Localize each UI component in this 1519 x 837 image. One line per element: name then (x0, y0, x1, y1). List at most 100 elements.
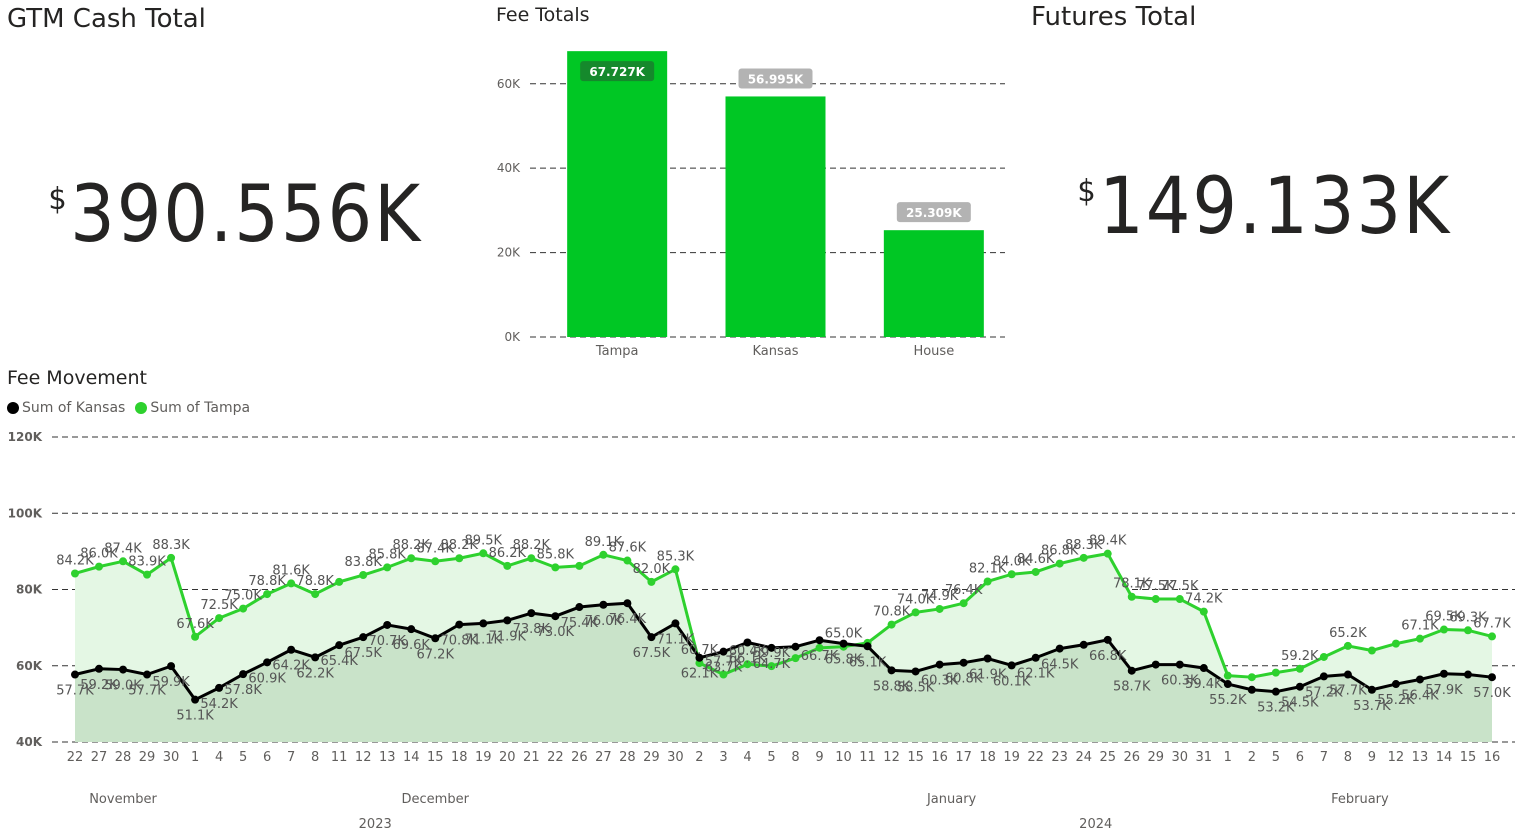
sum-of-tampa-data-label: 89.4K (1089, 534, 1127, 549)
sum-of-tampa-data-label: 88.3K (1065, 538, 1103, 553)
line-x-tick-label: 15 (427, 750, 444, 765)
sum-of-tampa-data-label: 78.8K (248, 574, 286, 589)
sum-of-kansas-data-label: 60.3K (921, 674, 959, 689)
sum-of-kansas-point (767, 643, 776, 652)
sum-of-tampa-point (1488, 632, 1496, 641)
line-x-tick-label: 3 (719, 750, 727, 765)
line-x-tick-label: 11 (331, 750, 348, 765)
bar-y-tick-label: 40K (497, 161, 521, 175)
sum-of-kansas-point (215, 683, 224, 692)
gtm-cash-value: 390.556K (70, 170, 423, 260)
sum-of-tampa-data-label: 60.4K (729, 644, 767, 659)
sum-of-tampa-point (527, 554, 536, 563)
sum-of-kansas-data-label: 53.2K (1257, 701, 1295, 716)
sum-of-tampa-point (1007, 570, 1016, 579)
line-x-tick-label: 22 (1027, 750, 1044, 765)
sum-of-tampa-point (1367, 646, 1376, 655)
sum-of-kansas-data-label: 55.2K (1377, 693, 1415, 708)
sum-of-kansas-point (503, 616, 512, 625)
sum-of-tampa-data-label: 75.0K (224, 589, 262, 604)
gtm-cash-kpi: $390.556K (48, 170, 422, 260)
kansas-area (75, 603, 1492, 742)
line-x-tick-label: 28 (115, 750, 132, 765)
sum-of-kansas-data-label: 61.9K (969, 668, 1007, 683)
line-x-tick-label: 8 (791, 750, 799, 765)
sum-of-kansas-data-label: 57.0K (1473, 686, 1511, 701)
line-x-tick-label: 17 (955, 750, 972, 765)
line-x-tick-label: 29 (643, 750, 660, 765)
sum-of-tampa-point (1295, 664, 1304, 673)
sum-of-tampa-point (599, 550, 608, 559)
sum-of-kansas-data-label: 57.7K (128, 684, 166, 699)
sum-of-kansas-point (695, 653, 704, 662)
sum-of-kansas-point (167, 662, 176, 671)
sum-of-tampa-data-label: 83.8K (344, 555, 382, 570)
sum-of-kansas-data-label: 71.1K (465, 632, 503, 647)
line-x-tick-label: 6 (263, 750, 271, 765)
line-x-tick-label: 20 (499, 750, 516, 765)
sum-of-tampa-data-label: 88.2K (513, 538, 551, 553)
line-x-tick-label: 15 (907, 750, 924, 765)
legend-kansas-label: Sum of Kansas (22, 400, 126, 416)
line-x-tick-label: 14 (403, 750, 420, 765)
sum-of-tampa-data-label: 86.2K (489, 546, 527, 561)
sum-of-kansas-point (527, 609, 536, 618)
sum-of-tampa-point (767, 662, 776, 671)
legend-tampa[interactable]: Sum of Tampa (135, 400, 250, 416)
sum-of-kansas-data-label: 67.5K (633, 646, 671, 661)
sum-of-tampa-data-label: 74.0K (897, 592, 935, 607)
line-x-tick-label: 22 (547, 750, 564, 765)
bar-kansas (725, 96, 826, 337)
bar-data-label: 56.995K (748, 72, 804, 86)
sum-of-kansas-point (263, 658, 272, 667)
sum-of-kansas-point (1007, 661, 1016, 670)
sum-of-kansas-data-label: 53.7K (1353, 699, 1391, 714)
sum-of-tampa-point (887, 620, 896, 629)
sum-of-tampa-data-label: 82.0K (633, 562, 671, 577)
sum-of-kansas-data-label: 57.9K (1425, 683, 1463, 698)
sum-of-kansas-data-label: 73.0K (537, 625, 575, 640)
sum-of-kansas-point (431, 634, 440, 643)
line-x-tick-label: 24 (1075, 750, 1092, 765)
sum-of-kansas-point (887, 666, 896, 675)
sum-of-tampa-point (503, 561, 512, 570)
line-x-tick-label: 26 (1123, 750, 1140, 765)
line-year-label: 2023 (359, 817, 392, 832)
sum-of-kansas-point (791, 642, 800, 651)
line-x-tick-label: 5 (239, 750, 247, 765)
gtm-currency-symbol: $ (48, 182, 67, 217)
sum-of-tampa-point (743, 660, 752, 669)
bar-y-tick-label: 60K (497, 77, 521, 91)
sum-of-tampa-point (671, 565, 680, 574)
sum-of-kansas-data-label: 55.2K (1209, 693, 1247, 708)
sum-of-tampa-data-label: 83.9K (128, 555, 166, 570)
sum-of-tampa-point (959, 599, 968, 608)
line-x-tick-label: 6 (1296, 750, 1304, 765)
futures-total-value: 149.133K (1099, 162, 1452, 252)
sum-of-tampa-data-label: 59.2K (1281, 649, 1319, 664)
sum-of-tampa-data-label: 84.0K (993, 554, 1031, 569)
sum-of-tampa-data-label: 69.3K (1449, 610, 1487, 625)
sum-of-tampa-point (935, 604, 944, 613)
sum-of-kansas-point (575, 603, 584, 612)
sum-of-kansas-point (1463, 670, 1472, 679)
sum-of-tampa-point (1175, 595, 1184, 604)
line-x-tick-label: 23 (1051, 750, 1068, 765)
line-x-tick-label: 30 (667, 750, 684, 765)
futures-currency-symbol: $ (1077, 174, 1096, 209)
line-x-tick-label: 30 (163, 750, 180, 765)
sum-of-tampa-data-label: 74.9K (921, 589, 959, 604)
legend-kansas[interactable]: Sum of Kansas (7, 400, 125, 416)
sum-of-tampa-point (983, 577, 992, 586)
sum-of-tampa-data-label: 70.8K (873, 605, 911, 620)
sum-of-kansas-point (959, 658, 968, 667)
sum-of-tampa-data-label: 67.1K (1401, 619, 1439, 634)
line-x-tick-label: 10 (835, 750, 852, 765)
sum-of-kansas-point (479, 619, 488, 628)
line-x-tick-label: 2 (1248, 750, 1256, 765)
line-legend: Sum of Kansas Sum of Tampa (7, 400, 256, 416)
sum-of-tampa-data-label: 65.0K (825, 627, 863, 642)
legend-tampa-marker (135, 402, 148, 414)
sum-of-tampa-point (71, 569, 79, 578)
sum-of-tampa-point (1271, 668, 1280, 677)
